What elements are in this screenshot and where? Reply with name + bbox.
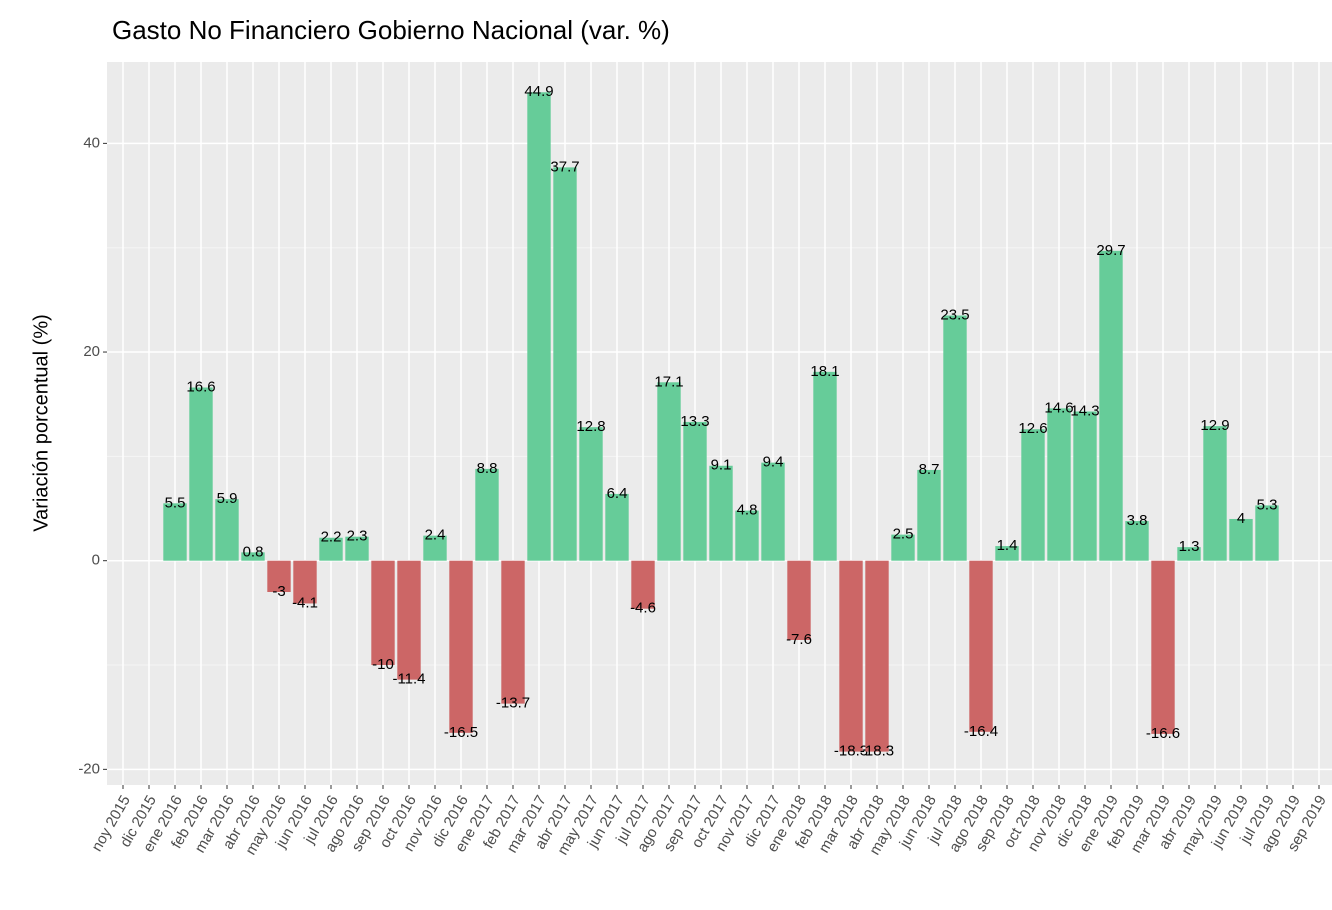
value-label: -18.3 xyxy=(834,743,868,760)
bar xyxy=(449,560,473,733)
bar xyxy=(1229,518,1253,561)
bar xyxy=(1073,411,1097,561)
bar xyxy=(1203,426,1227,561)
plot-panel xyxy=(107,62,1332,785)
value-label: 12.6 xyxy=(1018,420,1047,437)
value-label: 12.8 xyxy=(576,418,605,435)
bar xyxy=(527,92,551,561)
value-label: 1.3 xyxy=(1179,538,1200,555)
value-label: 2.2 xyxy=(321,529,342,546)
bar xyxy=(293,560,317,604)
bar xyxy=(1099,250,1123,561)
value-label: 23.5 xyxy=(940,306,969,323)
bar xyxy=(189,387,213,561)
value-label: 9.1 xyxy=(711,457,732,474)
value-label: 5.3 xyxy=(1257,496,1278,513)
value-label: 4.8 xyxy=(737,502,758,519)
value-label: 2.3 xyxy=(347,528,368,545)
bar xyxy=(709,465,733,561)
bar xyxy=(241,552,265,561)
y-axis-label: Variación porcentual (%) xyxy=(30,314,52,532)
bar xyxy=(163,503,187,561)
value-label: 17.1 xyxy=(654,373,683,390)
bar xyxy=(657,382,681,561)
bar xyxy=(553,167,577,561)
bar xyxy=(501,560,525,704)
bar xyxy=(943,315,967,561)
value-label: -4.1 xyxy=(292,594,318,611)
value-label: 18.1 xyxy=(810,363,839,380)
bar xyxy=(683,421,707,561)
bar xyxy=(1255,505,1279,561)
value-label: 16.6 xyxy=(186,378,215,395)
bar xyxy=(397,560,421,680)
bar xyxy=(631,560,655,609)
bar xyxy=(1021,429,1045,561)
bar xyxy=(969,560,993,732)
value-label: 37.7 xyxy=(550,158,579,175)
bar xyxy=(215,499,239,561)
value-label: -18.3 xyxy=(860,743,894,760)
bar xyxy=(579,427,603,561)
value-label: 12.9 xyxy=(1200,417,1229,434)
value-label: 13.3 xyxy=(680,413,709,430)
bar xyxy=(1177,547,1201,561)
value-label: 5.5 xyxy=(165,494,186,511)
chart-title: Gasto No Financiero Gobierno Nacional (v… xyxy=(112,15,670,45)
y-tick-label: 40 xyxy=(83,134,100,151)
value-label: 29.7 xyxy=(1096,242,1125,259)
value-label: -16.6 xyxy=(1146,725,1180,742)
bar xyxy=(735,510,759,561)
value-label: 9.4 xyxy=(763,454,784,471)
value-label: -7.6 xyxy=(786,631,812,648)
value-label: 1.4 xyxy=(997,537,1018,554)
value-label: 5.9 xyxy=(217,490,238,507)
value-label: 14.3 xyxy=(1070,402,1099,419)
bar xyxy=(917,469,941,561)
y-tick-label: 0 xyxy=(92,552,100,569)
value-label: -10 xyxy=(372,656,394,673)
y-tick-label: -20 xyxy=(78,760,100,777)
value-label: -16.5 xyxy=(444,724,478,741)
y-tick-label: 20 xyxy=(83,343,100,360)
value-label: -16.4 xyxy=(964,723,998,740)
bar xyxy=(787,560,811,640)
value-label: 44.9 xyxy=(524,83,553,100)
bar xyxy=(1151,560,1175,734)
bar xyxy=(995,546,1019,561)
bar xyxy=(1125,521,1149,561)
bar xyxy=(319,537,343,561)
bar xyxy=(865,560,889,752)
value-label: 4 xyxy=(1237,510,1245,527)
value-label: 8.7 xyxy=(919,461,940,478)
value-label: -4.6 xyxy=(630,600,656,617)
value-label: -3 xyxy=(272,583,285,600)
value-label: 6.4 xyxy=(607,485,628,502)
value-label: -11.4 xyxy=(392,671,425,688)
value-label: 3.8 xyxy=(1127,512,1148,529)
bar xyxy=(813,371,837,561)
bar xyxy=(761,462,785,561)
value-label: 0.8 xyxy=(243,543,264,560)
bar xyxy=(475,468,499,561)
bar xyxy=(1047,408,1071,561)
value-label: -13.7 xyxy=(496,695,530,712)
value-label: 2.5 xyxy=(893,526,914,543)
bar xyxy=(267,560,291,592)
bar xyxy=(371,560,395,666)
bar xyxy=(605,493,629,561)
value-label: 8.8 xyxy=(477,460,498,477)
bar xyxy=(423,535,447,561)
bar xyxy=(345,536,369,561)
bar xyxy=(891,534,915,561)
value-label: 14.6 xyxy=(1044,399,1073,416)
bar xyxy=(839,560,863,752)
value-label: 2.4 xyxy=(425,527,446,544)
